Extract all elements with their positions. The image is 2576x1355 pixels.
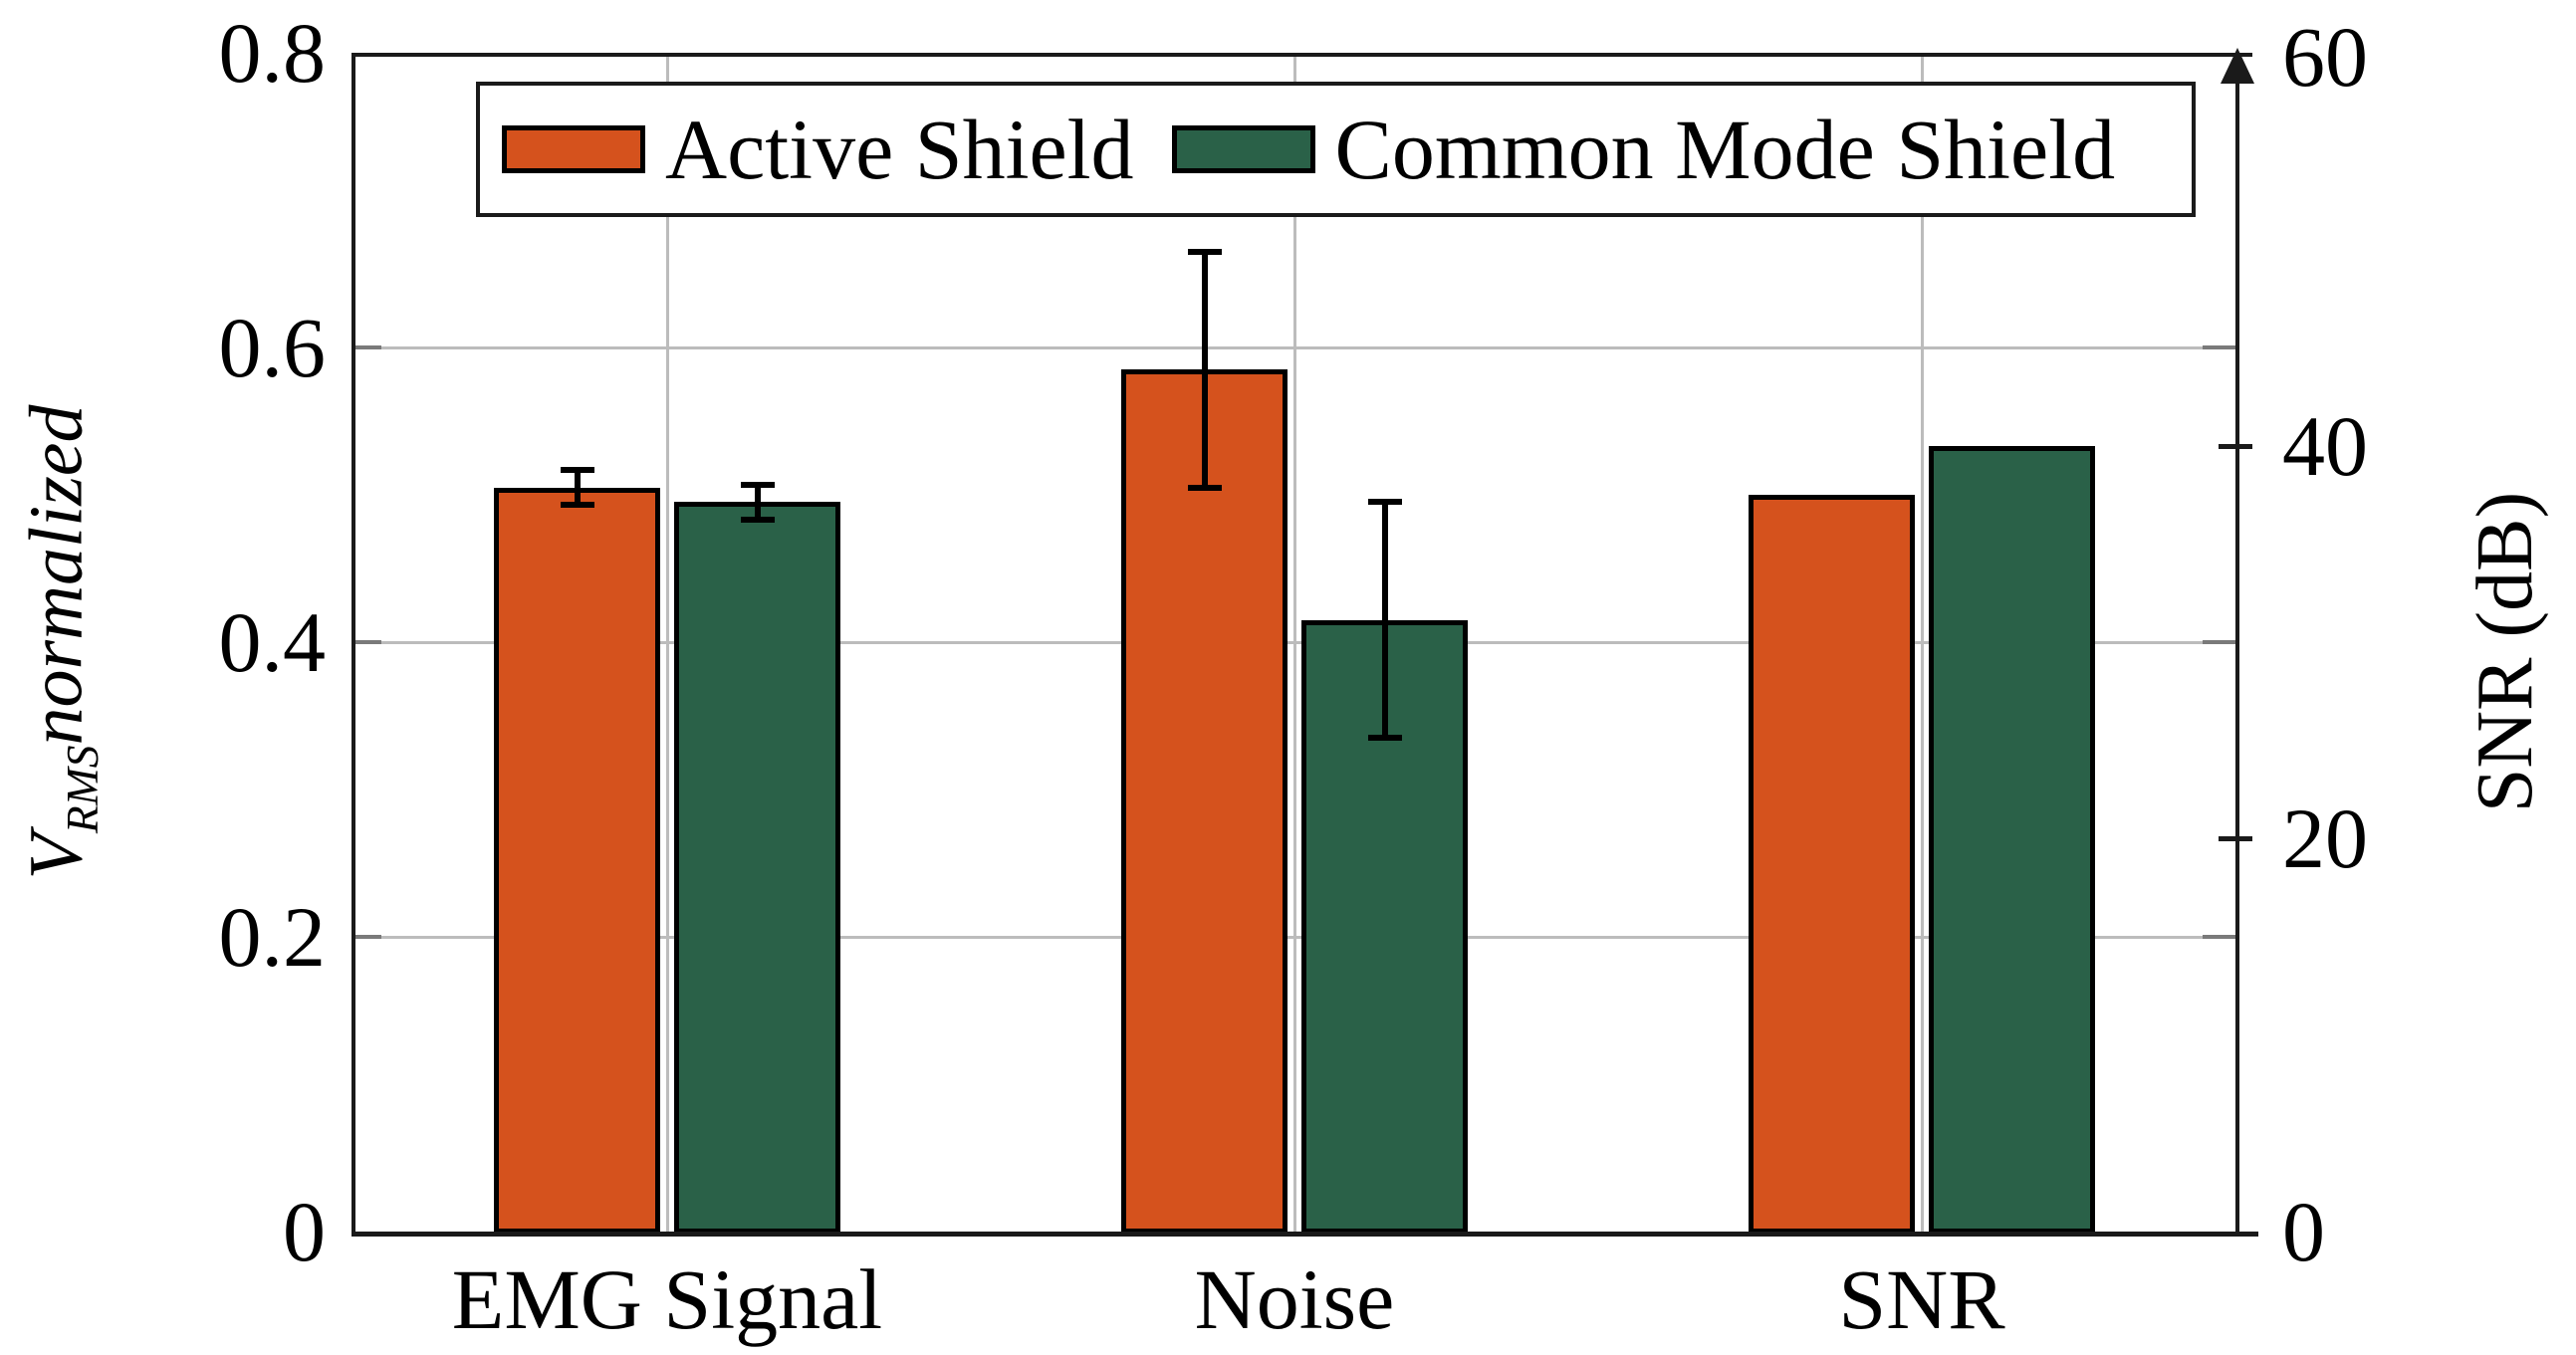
error-bar-common-mode-shield-emg-signal-stem — [754, 484, 761, 521]
right-tick-label-40: 40 — [2282, 397, 2368, 494]
error-bar-active-shield-emg-signal-top-cap — [560, 466, 594, 473]
right-axis-arrow-icon — [2221, 48, 2254, 84]
right-tick-label-0: 0 — [2282, 1184, 2325, 1279]
left-axis-title: VRMSnormalized — [15, 404, 108, 879]
left-tick-label-0-4: 0.4 — [218, 594, 327, 690]
legend-label-active-shield: Active Shield — [665, 102, 1134, 197]
x-category-label-emg-signal: EMG Signal — [451, 1251, 883, 1347]
left-tick-label-0-2: 0.2 — [218, 889, 327, 985]
left-axis-title-rest: normalized — [14, 404, 99, 746]
legend-swatch-common-mode-shield — [1171, 125, 1315, 173]
error-bar-active-shield-emg-signal-bottom-cap — [560, 502, 594, 509]
bar-common-mode-shield-emg-signal — [674, 502, 840, 1234]
left-axis-title-symbol: V — [14, 833, 99, 880]
x-category-label-noise: Noise — [1194, 1251, 1395, 1347]
right-axis-title: SNR (dB) — [2461, 491, 2549, 813]
left-tick-label-0-8: 0.8 — [218, 5, 327, 101]
bar-active-shield-emg-signal — [494, 487, 660, 1234]
error-bar-common-mode-shield-noise-stem — [1381, 502, 1388, 739]
legend-box: Active Shield Common Mode Shield — [476, 82, 2196, 217]
left-tick-mark-0.4 — [355, 640, 381, 644]
right-tick-label-20: 20 — [2282, 790, 2368, 887]
right-grid-end-tick-0.6 — [2203, 345, 2235, 349]
right-y-axis — [2235, 62, 2239, 1232]
left-axis-title-subscript: RMS — [56, 745, 108, 834]
error-bar-active-shield-emg-signal-stem — [574, 469, 581, 506]
plot-top-border — [351, 53, 2252, 57]
legend-item-active-shield: Active Shield — [502, 107, 1134, 192]
gridline-horizontal-0.2 — [353, 936, 2235, 939]
right-grid-end-tick-0.2 — [2203, 935, 2235, 939]
error-bar-common-mode-shield-noise-bottom-cap — [1367, 735, 1402, 742]
error-bar-common-mode-shield-emg-signal-top-cap — [740, 481, 775, 488]
error-bar-active-shield-noise-top-cap — [1187, 248, 1222, 255]
bar-active-shield-snr — [1749, 495, 1915, 1234]
gridline-horizontal-0.6 — [353, 346, 2235, 349]
right-tick-mark-40 — [2219, 443, 2252, 449]
left-tick-label-0: 0 — [283, 1184, 326, 1279]
bar-active-shield-noise — [1121, 369, 1288, 1234]
legend-label-common-mode-shield: Common Mode Shield — [1334, 102, 2116, 197]
legend-item-common-mode-shield: Common Mode Shield — [1171, 102, 2116, 197]
error-bar-active-shield-noise-stem — [1201, 251, 1208, 488]
x-category-label-snr: SNR — [1838, 1251, 2005, 1347]
left-tick-mark-0.2 — [355, 935, 381, 939]
error-bar-active-shield-noise-bottom-cap — [1187, 484, 1222, 491]
gridline-horizontal-0.4 — [353, 641, 2235, 644]
bar-common-mode-shield-snr — [1929, 445, 2095, 1234]
error-bar-common-mode-shield-noise-top-cap — [1367, 499, 1402, 506]
left-tick-label-0-6: 0.6 — [218, 300, 327, 395]
right-grid-end-tick-0.4 — [2203, 640, 2235, 644]
error-bar-common-mode-shield-emg-signal-bottom-cap — [740, 517, 775, 524]
right-tick-label-60: 60 — [2282, 9, 2368, 105]
x-axis — [351, 1232, 2258, 1237]
left-y-axis — [351, 53, 355, 1236]
legend-swatch-active-shield — [502, 125, 645, 173]
right-tick-mark-20 — [2219, 836, 2252, 842]
left-tick-mark-0.6 — [355, 345, 381, 349]
